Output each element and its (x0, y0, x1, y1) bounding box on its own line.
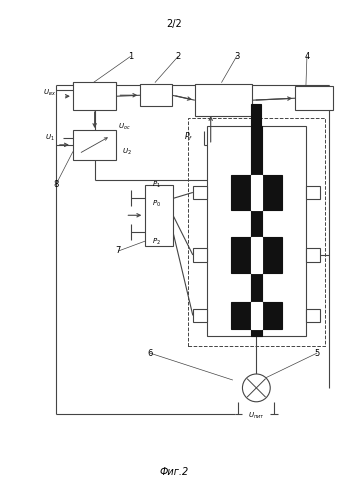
Bar (251, 126, 262, 336)
Text: 2: 2 (175, 52, 181, 61)
Bar (306, 308, 320, 322)
Text: 2/2: 2/2 (166, 19, 182, 29)
Text: $U_1$: $U_1$ (45, 133, 55, 143)
Bar (193, 248, 207, 262)
Bar (306, 186, 320, 200)
Bar (230, 175, 282, 210)
Bar (145, 185, 173, 246)
Bar (251, 126, 262, 336)
Circle shape (243, 374, 270, 402)
Bar (140, 84, 172, 106)
Text: $P_f$: $P_f$ (184, 131, 193, 143)
Bar (251, 237, 262, 273)
Text: 3: 3 (234, 52, 239, 61)
Text: 7: 7 (116, 247, 121, 255)
Text: Фиг.2: Фиг.2 (159, 467, 189, 477)
Text: $U_{пит}$: $U_{пит}$ (248, 411, 264, 421)
Text: $P_2$: $P_2$ (152, 237, 160, 247)
Bar (251, 104, 261, 126)
Bar (73, 82, 117, 110)
Text: $U_2$: $U_2$ (122, 147, 132, 157)
Bar (295, 86, 333, 110)
Text: $U_{ос}$: $U_{ос}$ (118, 122, 131, 132)
Bar (230, 237, 282, 273)
Bar (193, 186, 207, 200)
Bar (195, 84, 252, 116)
Text: 5: 5 (314, 349, 319, 358)
Bar (230, 301, 282, 329)
Text: 8: 8 (53, 180, 58, 189)
Text: 1: 1 (128, 52, 133, 61)
Bar (251, 301, 262, 329)
Bar (306, 248, 320, 262)
Bar (251, 175, 262, 210)
Text: $P_1$: $P_1$ (152, 180, 160, 190)
Text: $U_{вх}$: $U_{вх}$ (43, 88, 56, 98)
Text: 4: 4 (304, 52, 310, 61)
Text: 6: 6 (148, 349, 153, 358)
Bar (73, 130, 117, 160)
Text: $P_0$: $P_0$ (152, 199, 161, 209)
Bar (188, 118, 325, 346)
Bar (193, 308, 207, 322)
Bar (207, 126, 306, 336)
